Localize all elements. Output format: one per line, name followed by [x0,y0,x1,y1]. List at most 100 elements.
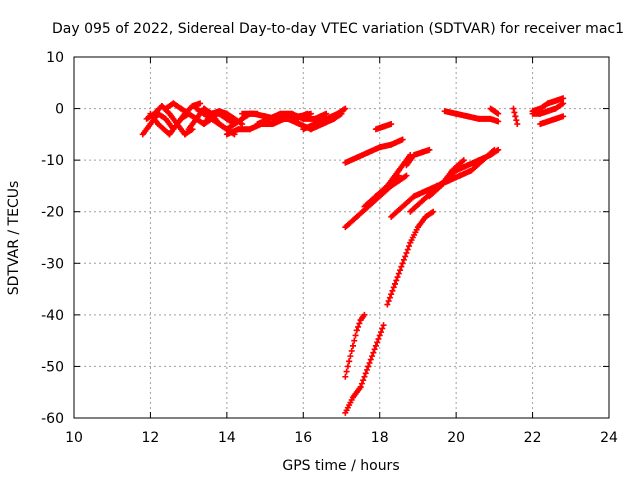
data-point [495,110,502,117]
plot-frame [73,56,610,419]
data-point [375,335,382,342]
series-track-13 [300,105,349,133]
data-point [380,322,387,329]
data-point [348,347,355,354]
data-point [351,337,358,344]
data-point [560,95,567,102]
data-point [393,277,400,284]
data-point [347,353,354,360]
data-point [323,110,330,117]
data-point [426,146,433,153]
data-point [402,253,409,260]
data-point [430,208,437,215]
data-point [397,267,404,274]
data-point [385,298,392,305]
data-point [513,117,520,124]
data-point [388,291,395,298]
data-point [495,118,502,125]
y-tick-label: -10 [41,153,64,169]
data-point [404,246,411,253]
x-axis-label: GPS time / hours [282,458,399,474]
data-point [342,373,349,380]
axis-ticks: 10 12 14 16 18 20 22 24 10 0 -10 -20 -30 -40 -50 -60 [41,50,618,446]
data-point [403,172,410,179]
y-tick-label: -40 [41,308,64,324]
data-point [510,105,517,112]
x-tick-label: 24 [600,430,618,446]
data-point [394,274,401,281]
data-point [376,332,383,339]
data-point [239,121,246,128]
series-track-24 [342,322,387,416]
data-point [514,121,521,128]
series-track-11 [254,110,330,128]
data-point [398,263,405,270]
data-point [360,377,367,384]
y-tick-label: -20 [41,205,64,221]
x-tick-label: 10 [65,430,83,446]
series-track-22 [426,157,467,200]
data-point [395,270,402,277]
x-tick-label: 20 [447,430,465,446]
data-point [361,373,368,380]
data-point [358,380,365,387]
data-point [460,157,467,164]
data-point [353,327,360,334]
data-point [377,329,384,336]
x-tick-label: 12 [142,430,160,446]
data-point [355,323,362,330]
data-point [349,342,356,349]
data-point [495,146,502,153]
data-point [362,370,369,377]
data-point [511,109,518,116]
x-tick-label: 22 [524,430,542,446]
data-point [388,121,395,128]
series-track-17 [361,151,414,210]
data-point [346,358,353,365]
series-track-26 [441,108,502,125]
series-track-18 [388,172,410,189]
data-point [374,339,381,346]
data-point [400,256,407,263]
data-point [342,105,349,112]
data-point [363,366,370,373]
data-point [372,342,379,349]
data-point [399,260,406,267]
data-point [392,280,398,287]
series-track-31 [537,113,567,128]
y-axis-label: SDTVAR / TECUs [6,181,22,296]
series-track-29 [529,95,567,115]
data-point [512,113,519,120]
data-point [307,110,314,117]
data-point [560,100,567,107]
y-tick-label: 10 [46,50,64,66]
data-point [370,349,377,356]
series-track-28 [510,105,521,128]
chart-title: Day 095 of 2022, Sidereal Day-to-day VTE… [52,21,624,37]
data-point [406,243,413,250]
data-point [390,284,397,291]
data-point [343,368,350,375]
series-track-27 [487,105,502,117]
series-track-23 [342,311,368,380]
x-tick-label: 14 [218,430,236,446]
data-point [384,301,391,308]
data-point [399,136,406,143]
data-point [369,353,376,360]
data-point [356,320,363,327]
series-track-14 [342,136,406,166]
series-track-15 [372,121,395,133]
y-tick-label: -60 [41,411,64,427]
series-track-19 [403,146,433,169]
data-points [139,95,567,416]
data-point [560,113,567,120]
data-point [352,332,359,339]
data-point [344,363,351,370]
y-tick-label: 0 [55,102,64,118]
data-point [357,384,364,391]
data-point [366,359,373,366]
y-tick-label: -50 [41,359,64,375]
data-point [367,356,374,363]
